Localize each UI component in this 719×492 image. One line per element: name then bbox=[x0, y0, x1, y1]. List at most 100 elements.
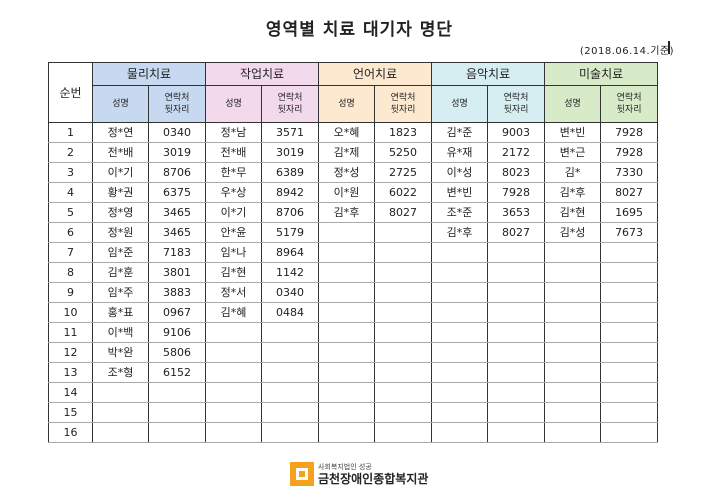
subheader-row: 성명 연락처 뒷자리 성명 연락처 뒷자리 성명 연락처 뒷자리 성명 연락처 뒷자리 성명 연락처 뒷자리 bbox=[49, 85, 659, 123]
patient-name: 홍*표 bbox=[92, 302, 149, 323]
contact-digits bbox=[487, 422, 546, 443]
contact-digits bbox=[261, 402, 320, 423]
contact-digits bbox=[374, 262, 433, 283]
patient-name: 변*근 bbox=[544, 142, 602, 163]
contact-subheader: 연락처 뒷자리 bbox=[487, 85, 546, 123]
index-header: 순번 bbox=[48, 62, 93, 123]
patient-name: 임*주 bbox=[92, 282, 149, 303]
table-row: 5 정*영 3465 이*기 8706 김*후 8027 조*준 3653 김*현 1695 bbox=[48, 202, 659, 223]
table-row: 7 임*준 7183 임*나 8964 bbox=[48, 242, 659, 263]
text-cursor bbox=[668, 41, 670, 54]
contact-digits: 1695 bbox=[600, 202, 659, 223]
contact-digits: 8023 bbox=[487, 162, 546, 183]
contact-digits bbox=[374, 382, 433, 403]
contact-subheader-line2: 뒷자리 bbox=[390, 105, 416, 115]
contact-digits: 5806 bbox=[147, 342, 207, 363]
contact-digits bbox=[147, 382, 207, 403]
row-number: 8 bbox=[48, 262, 93, 283]
row-number: 15 bbox=[48, 402, 93, 423]
patient-name bbox=[318, 342, 376, 363]
patient-name: 정*서 bbox=[205, 282, 263, 303]
patient-name bbox=[431, 302, 489, 323]
name-subheader: 성명 bbox=[431, 85, 489, 123]
patient-name: 정*성 bbox=[318, 162, 376, 183]
contact-digits bbox=[261, 342, 320, 363]
contact-digits: 2172 bbox=[487, 142, 546, 163]
contact-digits bbox=[374, 322, 433, 343]
patient-name bbox=[318, 282, 376, 303]
patient-name: 조*형 bbox=[92, 362, 149, 383]
patient-name: 이*성 bbox=[431, 162, 489, 183]
row-number: 11 bbox=[48, 322, 93, 343]
patient-name bbox=[544, 402, 602, 423]
contact-digits: 7330 bbox=[600, 162, 659, 183]
contact-digits bbox=[374, 282, 433, 303]
contact-subheader-line1: 연락처 bbox=[390, 93, 416, 103]
contact-digits bbox=[261, 322, 320, 343]
name-subheader: 성명 bbox=[544, 85, 602, 123]
patient-name bbox=[544, 422, 602, 443]
patient-name bbox=[544, 362, 602, 383]
contact-digits: 3653 bbox=[487, 202, 546, 223]
row-number: 9 bbox=[48, 282, 93, 303]
contact-subheader-line1: 연락처 bbox=[277, 93, 303, 103]
patient-name: 김*준 bbox=[431, 122, 489, 143]
contact-digits: 6375 bbox=[147, 182, 207, 203]
contact-digits: 2725 bbox=[374, 162, 433, 183]
patient-name: 김*현 bbox=[544, 202, 602, 223]
patient-name: 김*제 bbox=[318, 142, 376, 163]
contact-digits: 7183 bbox=[147, 242, 207, 263]
patient-name bbox=[431, 242, 489, 263]
patient-name bbox=[318, 382, 376, 403]
contact-digits bbox=[487, 322, 546, 343]
row-number: 3 bbox=[48, 162, 93, 183]
contact-digits bbox=[261, 422, 320, 443]
contact-digits: 5250 bbox=[374, 142, 433, 163]
contact-digits bbox=[147, 422, 207, 443]
contact-digits bbox=[487, 262, 546, 283]
table-row: 15 bbox=[48, 402, 659, 423]
contact-digits bbox=[600, 242, 659, 263]
contact-digits bbox=[487, 282, 546, 303]
table-row: 9 임*주 3883 정*서 0340 bbox=[48, 282, 659, 303]
patient-name bbox=[544, 242, 602, 263]
contact-digits bbox=[487, 402, 546, 423]
contact-digits: 3465 bbox=[147, 222, 207, 243]
waitlist-table: 순번 물리치료 작업치료 언어치료 음악치료 미술치료 성명 연락처 뒷자리 성명 연락처 뒷자리… bbox=[48, 62, 659, 443]
contact-digits bbox=[374, 342, 433, 363]
patient-name: 이*백 bbox=[92, 322, 149, 343]
row-number: 6 bbox=[48, 222, 93, 243]
patient-name: 김*후 bbox=[431, 222, 489, 243]
group-header-0: 물리치료 bbox=[91, 62, 207, 86]
contact-digits bbox=[600, 342, 659, 363]
patient-name: 이*기 bbox=[205, 202, 263, 223]
contact-digits: 3019 bbox=[147, 142, 207, 163]
table-row: 6 정*원 3465 안*윤 5179 김*후 8027 김*성 7673 bbox=[48, 222, 659, 243]
reference-date: (2018.06.14.기준) bbox=[579, 46, 674, 57]
contact-digits: 3019 bbox=[261, 142, 320, 163]
table-row: 2 전*배 3019 전*배 3019 김*제 5250 유*재 2172 변*근 7928 bbox=[48, 142, 659, 163]
table-row: 10 홍*표 0967 김*혜 0484 bbox=[48, 302, 659, 323]
patient-name bbox=[318, 362, 376, 383]
contact-digits: 8964 bbox=[261, 242, 320, 263]
square-logo-icon bbox=[290, 462, 314, 486]
contact-subheader-line2: 뒷자리 bbox=[616, 105, 642, 115]
patient-name: 전*배 bbox=[205, 142, 263, 163]
contact-subheader: 연락처 뒷자리 bbox=[147, 85, 207, 123]
patient-name: 김*현 bbox=[205, 262, 263, 283]
patient-name: 임*나 bbox=[205, 242, 263, 263]
row-number: 7 bbox=[48, 242, 93, 263]
org-subtitle: 사회복지법인 성공 bbox=[318, 462, 372, 471]
patient-name: 전*배 bbox=[92, 142, 149, 163]
contact-digits bbox=[600, 382, 659, 403]
contact-digits bbox=[600, 282, 659, 303]
patient-name bbox=[544, 322, 602, 343]
contact-digits bbox=[600, 262, 659, 283]
table-row: 12 박*완 5806 bbox=[48, 342, 659, 363]
patient-name bbox=[318, 262, 376, 283]
contact-digits: 1142 bbox=[261, 262, 320, 283]
patient-name: 김*훈 bbox=[92, 262, 149, 283]
contact-digits: 8706 bbox=[147, 162, 207, 183]
contact-digits bbox=[600, 402, 659, 423]
